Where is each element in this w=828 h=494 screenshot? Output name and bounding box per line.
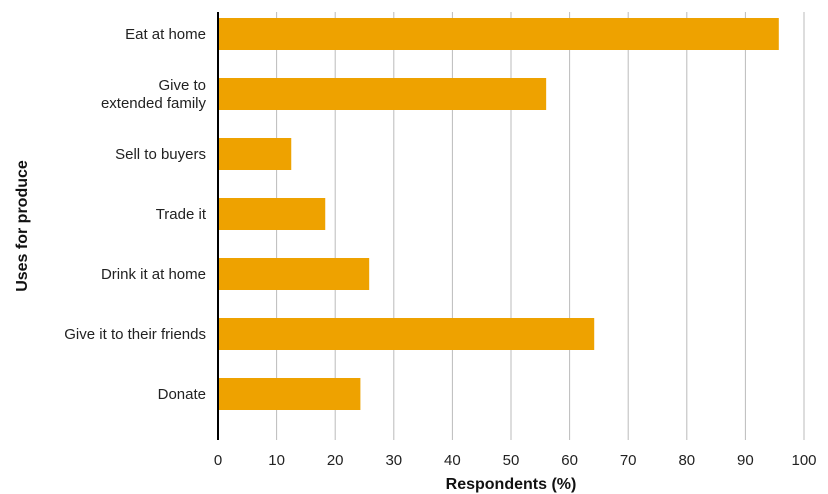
bar (218, 138, 292, 170)
category-label: Drink it at home (101, 266, 206, 283)
bar (218, 258, 370, 290)
x-tick-label: 0 (214, 452, 222, 469)
x-tick-label: 50 (503, 452, 520, 469)
bar (218, 78, 547, 110)
x-tick-labels: 0 10 20 30 40 50 60 70 80 90 100 (214, 452, 817, 469)
category-label: Give to extended family (101, 77, 207, 112)
category-label: Trade it (156, 206, 207, 223)
bar (218, 18, 779, 50)
bar (218, 318, 595, 350)
x-tick-label: 70 (620, 452, 637, 469)
x-tick-label: 10 (268, 452, 285, 469)
category-label: Give it to their friends (64, 326, 206, 343)
x-tick-label: 30 (385, 452, 402, 469)
bar (218, 198, 326, 230)
x-tick-label: 60 (561, 452, 578, 469)
x-tick-label: 90 (737, 452, 754, 469)
bar (218, 378, 361, 410)
x-tick-label: 40 (444, 452, 461, 469)
x-tick-label: 100 (791, 452, 816, 469)
category-labels: Eat at home Give to extended family Sell to… (64, 26, 207, 403)
x-tick-label: 80 (678, 452, 695, 469)
y-axis-title: Uses for produce (14, 160, 31, 292)
bars (218, 18, 779, 410)
x-axis-title: Respondents (%) (446, 476, 577, 493)
gridlines (276, 12, 805, 440)
category-label: Donate (158, 386, 206, 403)
x-tick-label: 20 (327, 452, 344, 469)
category-label: Eat at home (125, 26, 206, 43)
category-label: Sell to buyers (115, 146, 206, 163)
